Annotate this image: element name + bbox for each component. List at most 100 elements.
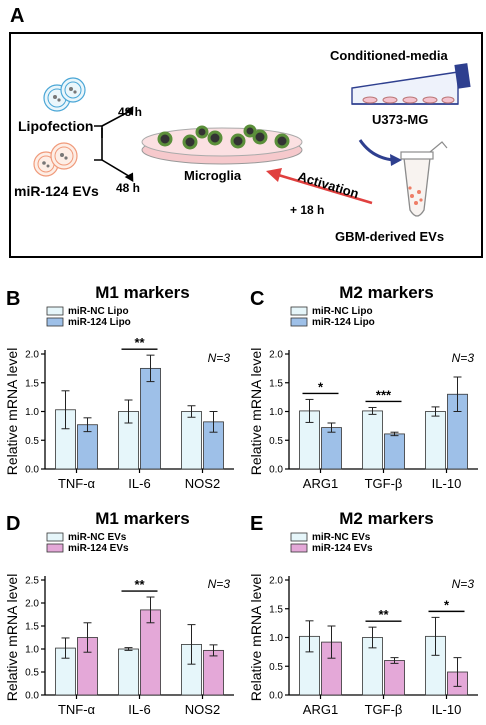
y-tick-label: 1.0 [25, 407, 39, 418]
y-tick-label: 1.0 [269, 633, 283, 644]
panel-b-letter: B [6, 288, 20, 310]
microglia-label: Microglia [184, 168, 242, 183]
chart-title: M1 markers [95, 509, 190, 528]
x-tick-label: IL-6 [128, 476, 150, 491]
significance-label: ** [134, 577, 145, 592]
activation-label: Activation [296, 169, 361, 202]
y-axis-label: Relative mRNA level [248, 348, 264, 476]
x-tick-label: TNF-α [58, 702, 96, 717]
x-tick-label: ARG1 [303, 702, 338, 717]
legend-swatch [290, 543, 308, 553]
bar [203, 649, 224, 696]
legend-entry: miR-NC EVs [68, 532, 127, 543]
y-axis-label: Relative mRNA level [4, 348, 20, 476]
n-label: N=3 [208, 577, 231, 591]
panel-a: A Lipofection miR-124 EVs [9, 5, 483, 258]
n-label: N=3 [452, 351, 475, 365]
y-tick-label: 1.5 [269, 378, 283, 389]
y-axis-label: Relative mRNA level [248, 574, 264, 702]
lipofection-label: Lipofection [18, 118, 93, 134]
legend-entry: miR-124 EVs [68, 543, 129, 554]
x-tick-label: NOS2 [185, 476, 220, 491]
petri-dish-icon [141, 124, 303, 165]
legend-entry: miR-124 Lipo [312, 317, 375, 328]
legend-swatch [290, 317, 308, 327]
flask-icon [351, 63, 471, 105]
y-tick-label: 1.5 [25, 378, 39, 389]
significance-label: ** [134, 335, 145, 350]
bracket-arrows [94, 109, 133, 179]
panel-a-frame [9, 32, 483, 258]
bar [384, 660, 405, 696]
significance-label: * [318, 379, 324, 394]
activation-arrow [266, 168, 373, 205]
legend-entry: miR-NC Lipo [312, 306, 373, 317]
legend-swatch [46, 543, 64, 553]
bar [425, 411, 446, 470]
legend-entry: miR-NC Lipo [68, 306, 129, 317]
conditioned-media-label: Conditioned-media [330, 48, 448, 63]
legend-swatch [290, 532, 308, 542]
evs-vesicle-icon [33, 142, 78, 177]
y-tick-label: 2.0 [269, 576, 283, 587]
panel-a-letter: A [10, 5, 24, 27]
y-tick-label: 1.5 [269, 604, 283, 615]
x-tick-label: ARG1 [303, 476, 338, 491]
time-top-label: 48 h [118, 105, 142, 119]
y-tick-label: 0.0 [25, 691, 39, 702]
x-tick-label: IL-6 [128, 702, 150, 717]
x-tick-label: IL-10 [432, 702, 462, 717]
bar [181, 411, 202, 470]
transfer-arrow [358, 139, 395, 162]
time-18-label: + 18 h [290, 203, 324, 217]
x-tick-label: TGF-β [365, 702, 403, 717]
mir124-evs-label: miR-124 EVs [14, 183, 99, 199]
panel-e-letter: E [250, 513, 263, 535]
x-tick-label: TGF-β [365, 476, 403, 491]
y-tick-label: 0.0 [269, 465, 283, 476]
significance-label: *** [376, 387, 392, 402]
x-tick-label: TNF-α [58, 476, 96, 491]
y-tick-label: 1.5 [25, 622, 39, 633]
y-tick-label: 0.5 [269, 436, 283, 447]
y-tick-label: 2.0 [269, 350, 283, 361]
bar [118, 648, 139, 696]
legend-swatch [46, 306, 64, 316]
significance-label: * [444, 597, 450, 612]
y-tick-label: 1.0 [25, 645, 39, 656]
legend-swatch [46, 532, 64, 542]
bar [384, 433, 405, 470]
y-tick-label: 0.0 [269, 691, 283, 702]
time-bottom-label: 48 h [116, 181, 140, 195]
y-tick-label: 2.0 [25, 599, 39, 610]
y-tick-label: 0.5 [25, 436, 39, 447]
y-axis-label: Relative mRNA level [4, 574, 20, 702]
chart-title: M2 markers [339, 509, 434, 528]
cell-line-label: U373-MG [372, 112, 428, 127]
y-tick-label: 2.5 [25, 576, 39, 587]
chart-title: M2 markers [339, 283, 434, 302]
y-tick-label: 0.5 [269, 662, 283, 673]
x-tick-label: NOS2 [185, 702, 220, 717]
panel-c-letter: C [250, 288, 264, 310]
y-tick-label: 0.0 [25, 465, 39, 476]
lipofection-vesicle-icon [43, 77, 86, 112]
panel-d-letter: D [6, 513, 20, 535]
y-tick-label: 0.5 [25, 668, 39, 679]
bar [362, 410, 383, 470]
x-tick-label: IL-10 [432, 476, 462, 491]
significance-label: ** [378, 607, 389, 622]
legend-entry: miR-124 EVs [312, 543, 373, 554]
legend-swatch [290, 306, 308, 316]
bar [321, 427, 342, 470]
chart-title: M1 markers [95, 283, 190, 302]
y-tick-label: 1.0 [269, 407, 283, 418]
legend-swatch [46, 317, 64, 327]
y-tick-label: 2.0 [25, 350, 39, 361]
n-label: N=3 [208, 351, 231, 365]
bar [140, 367, 161, 470]
